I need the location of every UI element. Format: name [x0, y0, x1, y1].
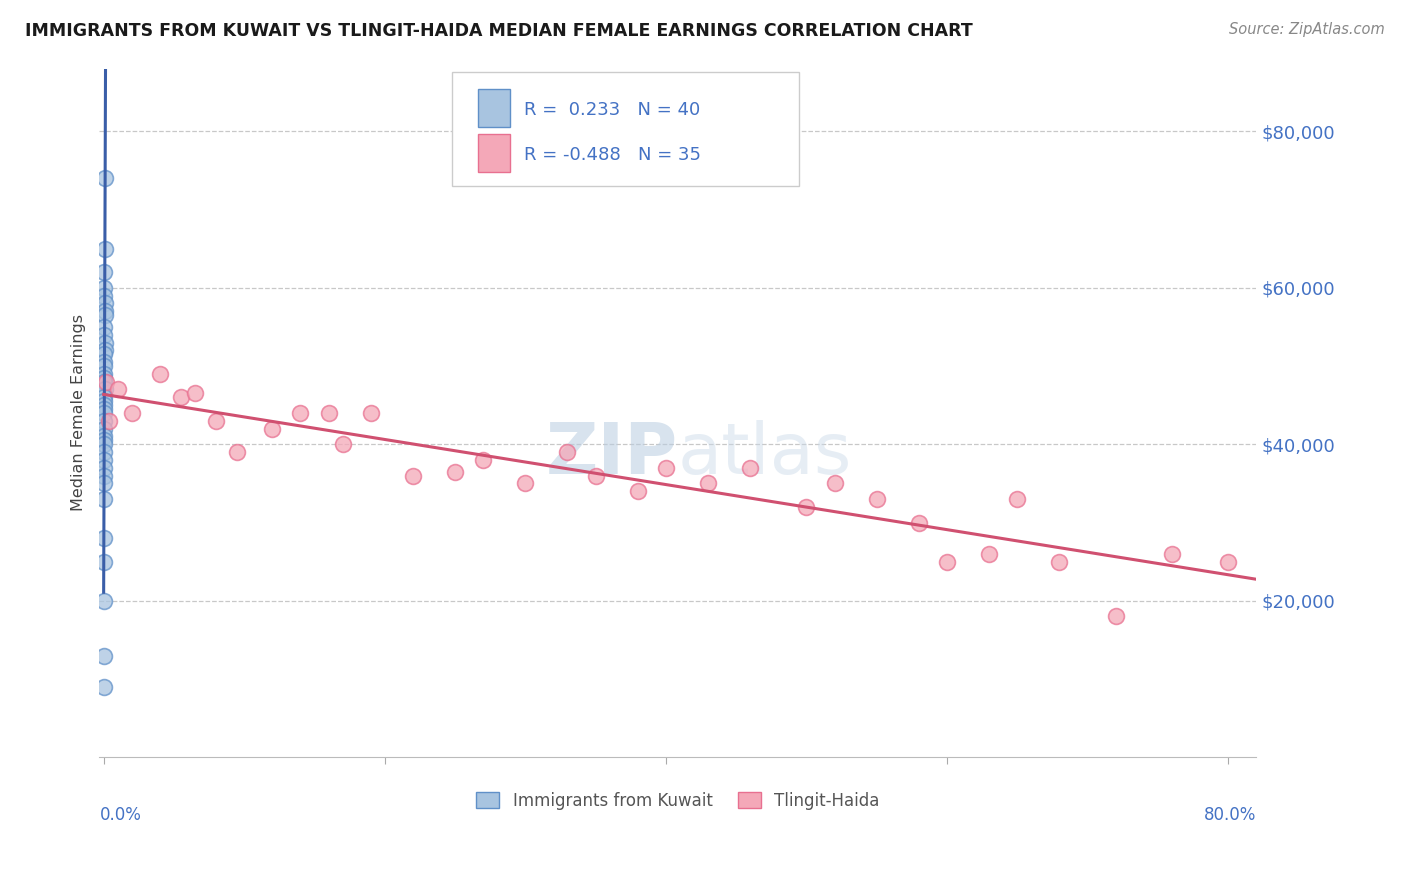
Point: [515, 476, 537, 491]
FancyBboxPatch shape: [478, 89, 510, 127]
Point: [655, 460, 678, 475]
Point: [93, 355, 115, 369]
Point: [93, 531, 115, 545]
Point: [93, 468, 115, 483]
Point: [1160, 547, 1182, 561]
Point: [360, 406, 382, 420]
Point: [908, 516, 931, 530]
Point: [93, 296, 115, 310]
Point: [170, 390, 193, 404]
Point: [936, 555, 959, 569]
Point: [977, 547, 1000, 561]
Text: 80.0%: 80.0%: [1204, 805, 1256, 823]
Point: [1104, 609, 1126, 624]
Point: [94, 304, 117, 318]
Point: [93, 555, 115, 569]
Text: 0.0%: 0.0%: [100, 805, 142, 823]
Point: [93, 429, 115, 443]
Y-axis label: Median Female Earnings: Median Female Earnings: [72, 315, 86, 511]
Point: [93, 594, 115, 608]
Point: [93, 281, 115, 295]
Point: [184, 386, 207, 401]
Point: [93, 327, 115, 342]
FancyBboxPatch shape: [453, 72, 799, 186]
Point: [585, 468, 607, 483]
Point: [93, 437, 115, 451]
Point: [93, 367, 115, 381]
Point: [262, 422, 284, 436]
Point: [402, 468, 425, 483]
Point: [1047, 555, 1070, 569]
Point: [796, 500, 818, 514]
Point: [93, 390, 115, 404]
Point: [93, 265, 115, 279]
Point: [93, 335, 115, 350]
Point: [93, 476, 115, 491]
Point: [93, 398, 115, 412]
Point: [444, 465, 467, 479]
Point: [93, 648, 115, 663]
Point: [627, 484, 650, 499]
Point: [93, 383, 115, 397]
Point: [824, 476, 846, 491]
Point: [93, 453, 115, 467]
Point: [94, 242, 117, 256]
Point: [93, 288, 115, 302]
Point: [96, 375, 118, 389]
Point: [93, 414, 115, 428]
Point: [697, 476, 720, 491]
Point: [94, 171, 117, 186]
Point: [93, 370, 115, 384]
Point: [93, 394, 115, 409]
Point: [290, 406, 312, 420]
Point: [94, 308, 117, 322]
Point: [93, 347, 115, 361]
Point: [332, 437, 354, 451]
Point: [318, 406, 340, 420]
Point: [1216, 555, 1239, 569]
Text: atlas: atlas: [678, 420, 852, 489]
Point: [93, 460, 115, 475]
Point: [93, 422, 115, 436]
Point: [740, 460, 762, 475]
Point: [93, 445, 115, 459]
Point: [93, 319, 115, 334]
Point: [98, 414, 121, 428]
Text: R = -0.488   N = 35: R = -0.488 N = 35: [524, 145, 702, 163]
Point: [1005, 491, 1028, 506]
Point: [93, 402, 115, 417]
Point: [107, 383, 129, 397]
Point: [93, 375, 115, 389]
Point: [94, 343, 117, 358]
Point: [93, 406, 115, 420]
Point: [149, 367, 172, 381]
Point: [93, 359, 115, 373]
Point: [866, 491, 889, 506]
Point: [226, 445, 249, 459]
Point: [121, 406, 143, 420]
Point: [93, 434, 115, 448]
Text: ZIP: ZIP: [546, 420, 678, 489]
Text: Source: ZipAtlas.com: Source: ZipAtlas.com: [1229, 22, 1385, 37]
Point: [93, 680, 115, 694]
Point: [557, 445, 579, 459]
FancyBboxPatch shape: [478, 134, 510, 172]
Text: R =  0.233   N = 40: R = 0.233 N = 40: [524, 101, 700, 119]
Point: [93, 491, 115, 506]
Text: IMMIGRANTS FROM KUWAIT VS TLINGIT-HAIDA MEDIAN FEMALE EARNINGS CORRELATION CHART: IMMIGRANTS FROM KUWAIT VS TLINGIT-HAIDA …: [25, 22, 973, 40]
Point: [205, 414, 228, 428]
Legend: Immigrants from Kuwait, Tlingit-Haida: Immigrants from Kuwait, Tlingit-Haida: [468, 783, 889, 818]
Point: [472, 453, 495, 467]
